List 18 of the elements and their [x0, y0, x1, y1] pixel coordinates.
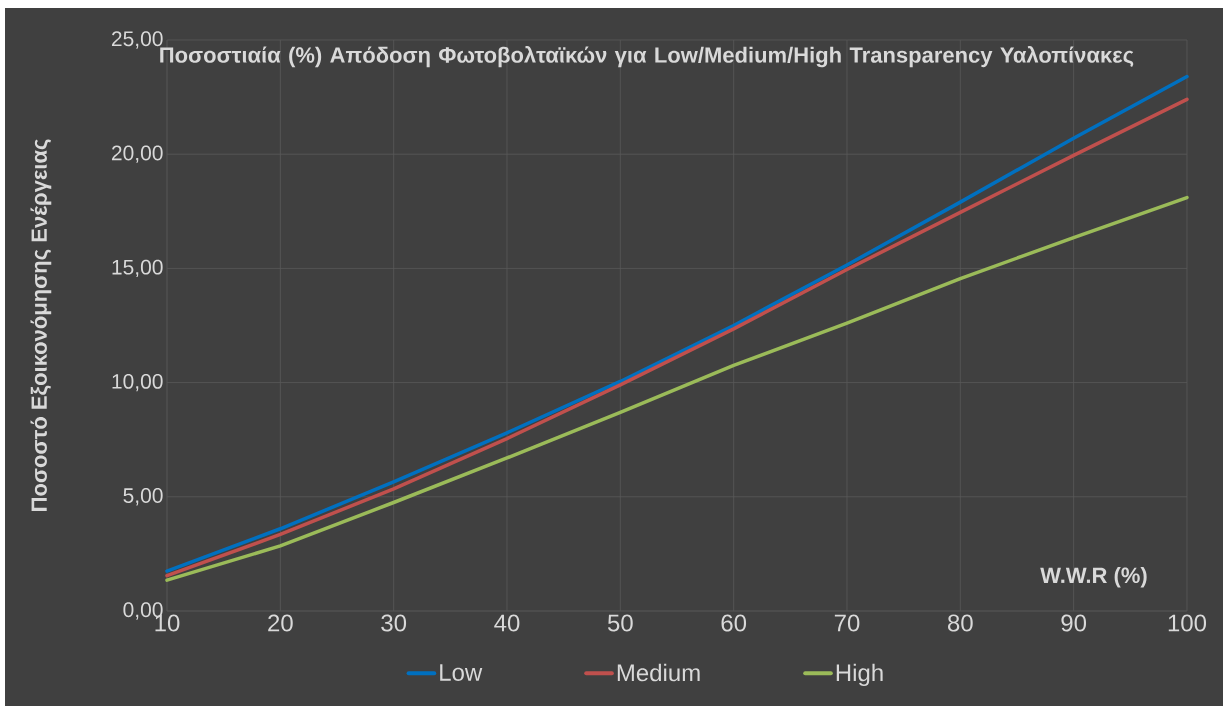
y-tick-label: 10,00: [112, 373, 163, 392]
x-tick-label: 90: [1061, 614, 1087, 632]
x-axis-title: W.W.R (%): [1040, 566, 1147, 588]
x-tick-label: 100: [1168, 614, 1207, 632]
y-axis-title: Ποσοστό Εξοικονόμησης Ενέργειας: [30, 139, 52, 511]
legend-label: High: [836, 663, 883, 687]
legend-label: Medium: [617, 663, 700, 682]
legend-label: Low: [440, 664, 483, 681]
y-tick-label: 5,00: [123, 488, 163, 506]
y-tick-label: 15,00: [112, 259, 163, 278]
x-tick-label: 60: [721, 614, 747, 632]
x-tick-label: 20: [268, 614, 293, 632]
x-tick-label: 40: [494, 614, 520, 632]
x-tick-label: 50: [607, 614, 633, 632]
x-tick-label: 30: [381, 614, 407, 632]
y-tick-label: 20,00: [111, 145, 163, 163]
x-tick-label: 70: [834, 614, 860, 632]
x-tick-label: 80: [948, 614, 973, 632]
